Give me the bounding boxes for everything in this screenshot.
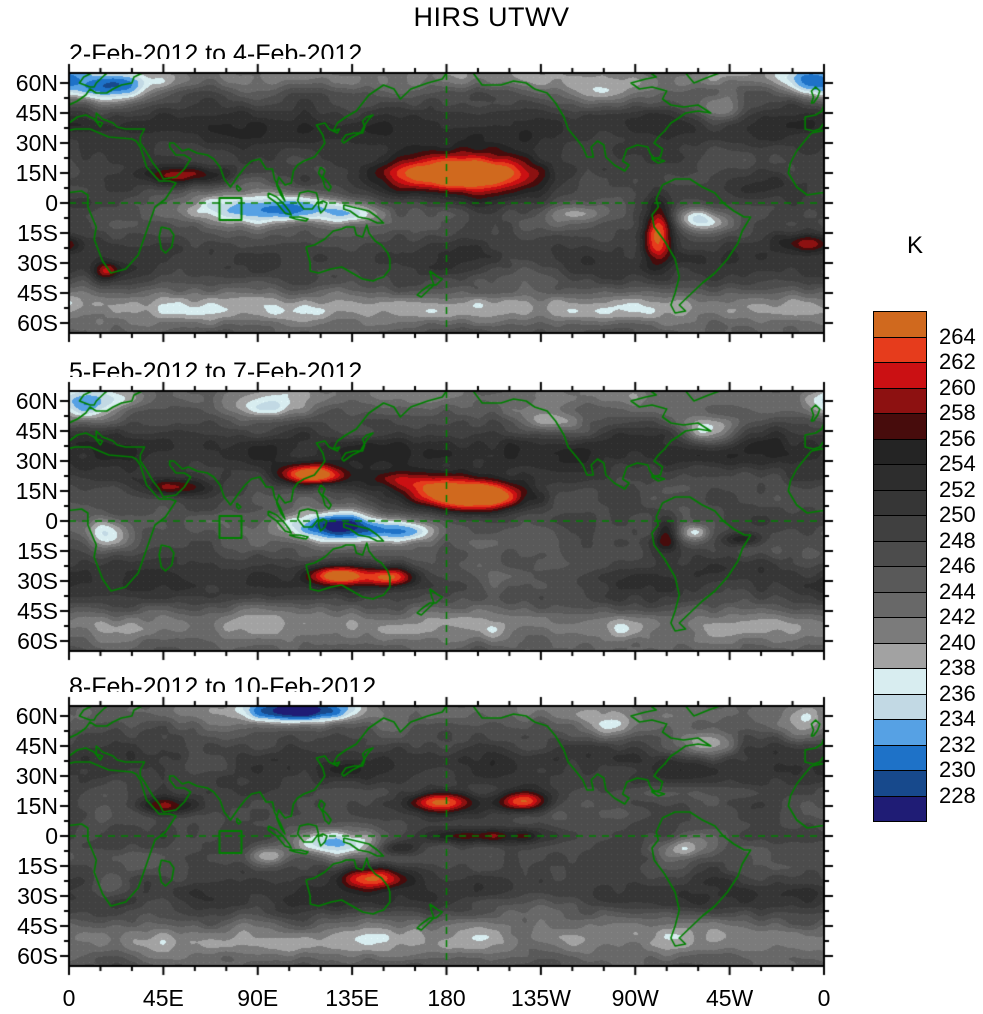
colorbar-tick-label: 258 (939, 400, 976, 425)
colorbar-swatch (873, 617, 927, 644)
y-tick-label: 15N (15, 160, 58, 186)
colorbar-swatch (873, 693, 927, 720)
x-tick-label: 45W (705, 985, 754, 1011)
y-tick-label: 45S (17, 598, 58, 624)
y-tick-label: 30S (17, 250, 58, 276)
colorbar-tick-label: 242 (939, 604, 976, 629)
map-canvas-panel-2 (55, 377, 838, 665)
colorbar-tick-label: 240 (939, 629, 976, 655)
colorbar-swatch (873, 387, 927, 414)
y-tick-label: 30S (17, 883, 58, 909)
colorbar-swatch (873, 591, 927, 618)
colorbar-tick-label: 254 (939, 451, 976, 476)
y-tick-label: 60S (17, 628, 58, 654)
map-canvas-panel-1 (55, 59, 838, 347)
colorbar-swatch (873, 489, 927, 516)
y-tick-label: 30N (15, 130, 58, 156)
y-tick-label: 30N (15, 763, 58, 789)
y-tick-label: 45N (15, 418, 58, 444)
figure-title: HIRS UTWV (413, 2, 570, 32)
colorbar-tick-label: 260 (939, 374, 976, 400)
colorbar-swatch (873, 311, 927, 338)
y-tick-label: 45S (17, 913, 58, 939)
y-tick-label: 45N (15, 100, 58, 126)
colorbar-swatch (873, 668, 927, 695)
y-tick-label: 15S (17, 853, 58, 879)
colorbar-unit-label: K (906, 232, 923, 259)
y-tick-label: 45S (17, 280, 58, 306)
colorbar-tick-label: 244 (939, 578, 976, 604)
y-tick-label: 60S (17, 943, 58, 969)
colorbar-swatch (873, 515, 927, 542)
y-tick-label: 0 (45, 508, 58, 534)
x-tick-label: 0 (817, 985, 831, 1011)
colorbar-tick-label: 256 (939, 425, 976, 451)
colorbar-tick-label: 236 (939, 680, 976, 706)
colorbar-tick-label: 230 (939, 757, 976, 782)
colorbar-tick-label: 252 (939, 476, 976, 502)
colorbar-swatch (873, 362, 927, 389)
colorbar-tick-label: 228 (939, 782, 976, 808)
colorbar-tick-label: 246 (939, 553, 976, 578)
y-tick-label: 60S (17, 310, 58, 336)
colorbar-tick-label: 238 (939, 655, 976, 680)
y-tick-label: 60N (15, 70, 58, 96)
y-tick-label: 30N (15, 448, 58, 474)
map-canvas-panel-3 (55, 692, 838, 980)
x-tick-label: 180 (427, 985, 466, 1011)
colorbar-tick-label: 232 (939, 731, 976, 757)
x-tick-label: 90E (237, 985, 279, 1011)
colorbar-swatch (873, 719, 927, 746)
x-tick-label: 45E (142, 985, 184, 1011)
colorbar-swatch (873, 540, 927, 567)
y-tick-label: 15S (17, 220, 58, 246)
colorbar-swatch (873, 744, 927, 771)
colorbar-swatch (873, 642, 927, 669)
y-tick-label: 15N (15, 793, 58, 819)
colorbar-tick-label: 248 (939, 527, 976, 553)
x-tick-label: 135E (325, 985, 379, 1011)
colorbar-swatch (873, 464, 927, 491)
y-tick-label: 0 (45, 823, 58, 849)
colorbar-tick-label: 250 (939, 502, 976, 527)
colorbar-swatch (873, 336, 927, 363)
colorbar-tick-label: 264 (939, 323, 976, 349)
colorbar-swatch (873, 795, 927, 822)
x-tick-label: 135W (510, 985, 571, 1011)
colorbar-swatch (873, 413, 927, 440)
y-tick-label: 45N (15, 733, 58, 759)
x-tick-label: 0 (62, 985, 76, 1011)
x-tick-label: 90W (611, 985, 659, 1011)
y-tick-label: 0 (45, 190, 58, 216)
y-tick-label: 60N (15, 388, 58, 414)
y-tick-label: 15N (15, 478, 58, 504)
colorbar-swatch (873, 438, 927, 465)
y-tick-label: 30S (17, 568, 58, 594)
y-tick-label: 15S (17, 538, 58, 564)
colorbar-swatch (873, 770, 927, 797)
colorbar-swatch (873, 566, 927, 593)
colorbar-tick-label: 234 (939, 706, 976, 731)
colorbar-tick-label: 262 (939, 349, 976, 374)
y-tick-label: 60N (15, 703, 58, 729)
